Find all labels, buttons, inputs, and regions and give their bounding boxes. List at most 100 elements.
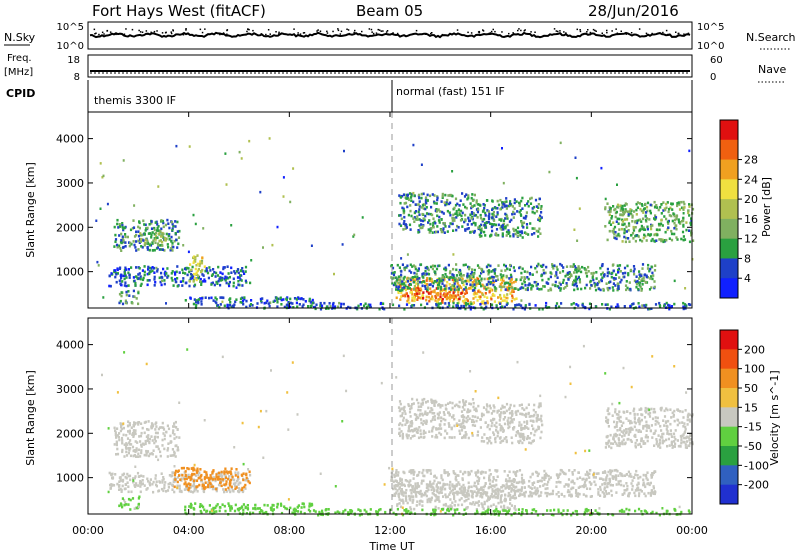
- velocity-cell: [510, 487, 513, 490]
- nsearch-dot: [353, 31, 355, 34]
- velocity-cell: [482, 507, 485, 510]
- nsearch-dot: [501, 31, 503, 33]
- power-cell: [509, 292, 512, 295]
- power-cell: [414, 275, 417, 279]
- velocity-cell: [543, 474, 546, 477]
- velocity-cell: [467, 415, 470, 418]
- velocity-cell: [296, 510, 300, 513]
- power-cell: [401, 206, 404, 210]
- power-cell: [221, 272, 224, 276]
- velocity-cell: [647, 482, 650, 485]
- power-cell: [461, 225, 464, 228]
- power-cell: [431, 267, 434, 271]
- power-cell: [502, 228, 505, 231]
- velocity-cell: [233, 478, 236, 482]
- power-cell: [221, 276, 224, 280]
- power-cell: [275, 296, 278, 300]
- velocity-cell: [242, 472, 245, 475]
- velocity-cell: [413, 434, 416, 437]
- power-cell: [623, 228, 626, 231]
- power-cell: [132, 226, 136, 229]
- power-cell: [617, 268, 620, 272]
- power-cell: [645, 275, 648, 279]
- power-cell: [515, 297, 518, 300]
- power-cell: [114, 233, 117, 237]
- velocity-cell: [403, 484, 406, 488]
- power-cell: [536, 287, 539, 290]
- velocity-cell: [460, 422, 463, 426]
- power-cell: [670, 232, 674, 236]
- power-cell: [653, 233, 656, 237]
- power-cell: [429, 279, 432, 282]
- power-cell: [538, 227, 541, 231]
- colorbar-swatch: [720, 179, 738, 200]
- power-cell: [506, 223, 509, 227]
- velocity-cell: [152, 480, 155, 484]
- power-cell: [639, 285, 642, 289]
- velocity-cell: [650, 476, 653, 479]
- velocity-cell: [452, 471, 455, 475]
- power-cell: [174, 277, 177, 281]
- velocity-cell: [458, 483, 461, 486]
- power-cell: [617, 271, 620, 274]
- power-cell: [219, 303, 222, 306]
- power-cell: [657, 208, 660, 212]
- power-cell: [319, 301, 322, 305]
- power-cell: [555, 302, 559, 305]
- velocity-cell: [423, 491, 427, 495]
- power-cell: [521, 282, 524, 286]
- power-cell: [646, 209, 649, 213]
- velocity-cell: [210, 476, 213, 480]
- nsearch-dot: [172, 30, 174, 32]
- power-cell: [394, 283, 397, 286]
- power-cell: [418, 196, 421, 200]
- power-cell: [629, 268, 633, 272]
- velocity-cell: [603, 486, 606, 489]
- velocity-cell: [415, 413, 418, 417]
- nsearch-dot: [555, 30, 558, 32]
- velocity-cell: [420, 479, 424, 483]
- velocity-cell: [436, 490, 439, 494]
- power-cell: [418, 280, 421, 284]
- power-cell: [121, 235, 124, 239]
- power-cell: [138, 267, 141, 270]
- velocity-cell: [471, 420, 474, 423]
- power-cell: [404, 201, 408, 205]
- power-cell: [602, 287, 605, 291]
- velocity-cell: [494, 488, 497, 492]
- velocity-cell: [155, 455, 158, 458]
- velocity-cell: [586, 473, 589, 477]
- velocity-cell: [271, 509, 274, 512]
- power-cell: [499, 293, 502, 297]
- power-cell: [474, 286, 477, 290]
- power-cell: [641, 267, 644, 270]
- velocity-cell: [237, 508, 240, 512]
- velocity-cell: [142, 475, 145, 478]
- velocity-cell: [619, 472, 622, 475]
- velocity-cell: [137, 497, 140, 500]
- power-cell: [188, 145, 191, 148]
- power-cell: [315, 303, 318, 307]
- power-cell: [649, 234, 652, 237]
- power-cell: [188, 270, 191, 274]
- power-cell: [642, 228, 645, 231]
- power-cell: [310, 244, 313, 247]
- velocity-cell: [192, 481, 196, 485]
- velocity-cell: [256, 507, 259, 510]
- power-cell: [682, 208, 685, 211]
- velocity-cell: [115, 435, 118, 438]
- power-cell: [501, 233, 504, 237]
- power-cell: [653, 205, 657, 209]
- power-cell: [481, 210, 485, 213]
- power-cell: [239, 300, 242, 304]
- power-cell: [163, 282, 166, 286]
- velocity-cell: [220, 474, 223, 477]
- power-cell: [127, 290, 130, 293]
- velocity-cell: [463, 470, 466, 474]
- power-cell: [641, 283, 644, 286]
- power-cell: [558, 305, 561, 309]
- velocity-cell: [517, 481, 520, 485]
- velocity-cell: [467, 492, 470, 496]
- power-cell: [615, 237, 618, 241]
- power-cell: [574, 266, 578, 270]
